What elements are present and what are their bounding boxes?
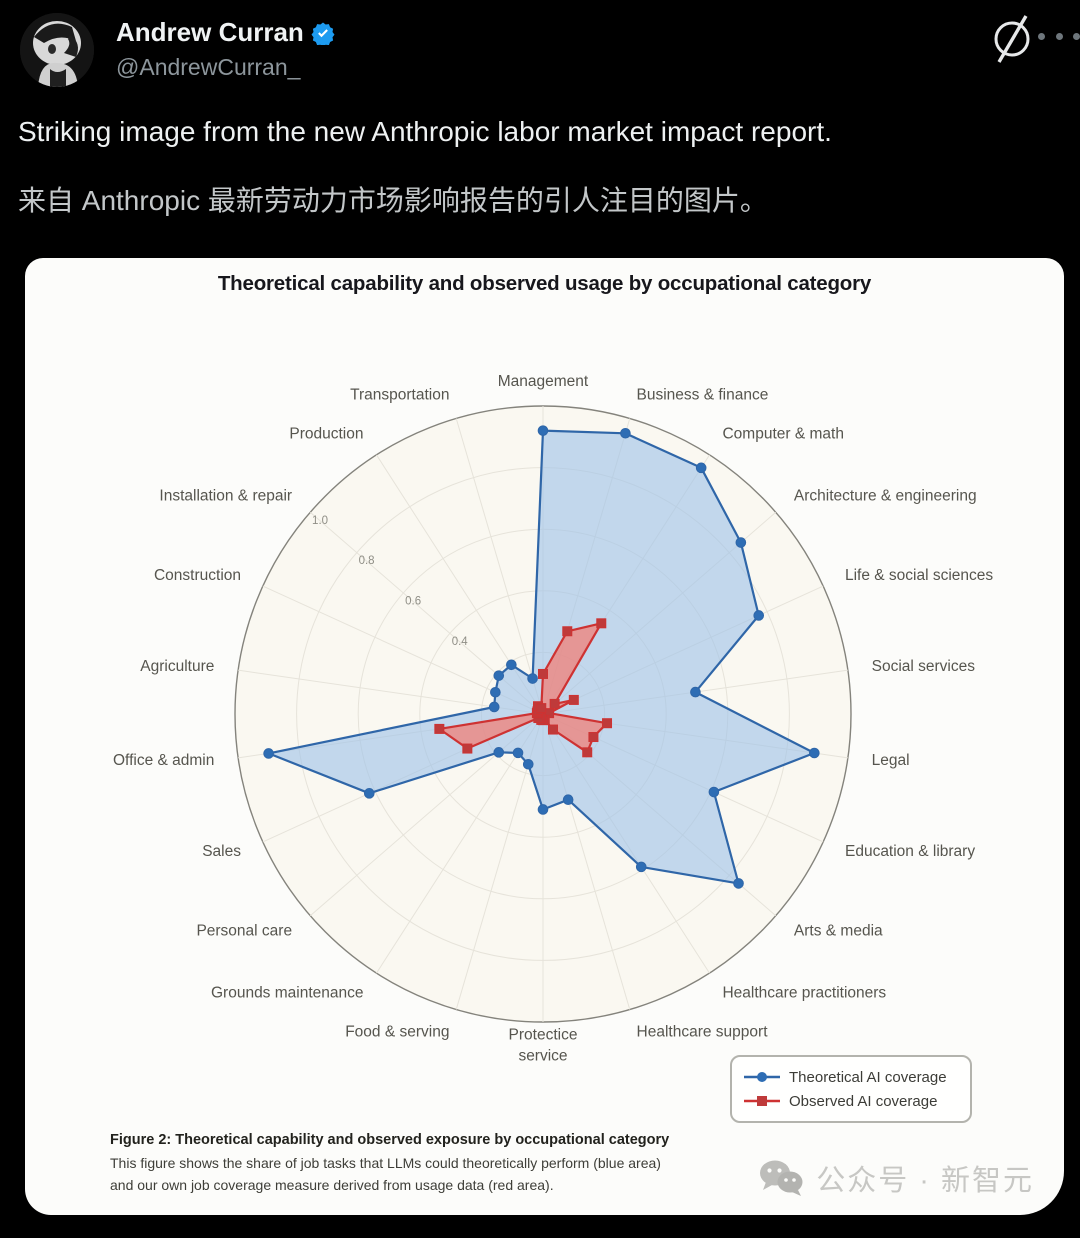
svg-text:Personal care: Personal care bbox=[196, 923, 292, 940]
more-icon[interactable] bbox=[1038, 26, 1080, 46]
chart-legend: Theoretical AI coverage Observed AI cove… bbox=[730, 1055, 972, 1123]
legend-label-observed: Observed AI coverage bbox=[789, 1092, 938, 1110]
chart-title: Theoretical capability and observed usag… bbox=[217, 272, 872, 295]
svg-text:Arts & media: Arts & media bbox=[794, 923, 883, 940]
svg-text:Architecture & engineering: Architecture & engineering bbox=[794, 488, 977, 505]
svg-text:1.0: 1.0 bbox=[312, 515, 328, 527]
legend-row-observed: Observed AI coverage bbox=[744, 1089, 960, 1113]
svg-text:0.4: 0.4 bbox=[452, 636, 469, 648]
svg-text:Food & serving: Food & serving bbox=[345, 1024, 449, 1041]
avatar[interactable] bbox=[20, 13, 94, 87]
svg-text:Construction: Construction bbox=[154, 567, 241, 584]
series-theoretical bbox=[263, 425, 820, 889]
svg-text:Installation & repair: Installation & repair bbox=[159, 488, 292, 505]
tweet-text-en: Striking image from the new Anthropic la… bbox=[18, 116, 832, 147]
svg-text:Agriculture: Agriculture bbox=[140, 658, 214, 675]
category-labels: Management Business & finance Computer & m… bbox=[113, 373, 993, 1065]
chart-card[interactable]: Theoretical capability and observed usag… bbox=[25, 258, 1064, 1215]
legend-marker-red-square bbox=[744, 1096, 780, 1106]
svg-text:Production: Production bbox=[289, 426, 363, 443]
author-name[interactable]: Andrew Curran bbox=[116, 17, 304, 47]
wechat-icon bbox=[760, 1160, 803, 1196]
tweet-text-zh: 来自 Anthropic 最新劳动力市场影响报告的引人注目的图片。 bbox=[18, 185, 768, 216]
svg-text:Legal: Legal bbox=[872, 752, 910, 769]
author-handle[interactable]: @AndrewCurran_ bbox=[116, 54, 301, 80]
svg-text:0.8: 0.8 bbox=[359, 555, 375, 567]
svg-text:Sales: Sales bbox=[202, 843, 241, 860]
svg-text:Social services: Social services bbox=[872, 658, 976, 675]
figure-caption: Figure 2: Theoretical capability and obs… bbox=[110, 1132, 685, 1196]
svg-text:Computer & math: Computer & math bbox=[722, 426, 843, 443]
verified-badge-icon bbox=[311, 22, 335, 45]
grok-icon[interactable] bbox=[986, 10, 1038, 66]
caption-body: This figure shows the share of job tasks… bbox=[110, 1155, 661, 1193]
author-row[interactable]: Andrew Curran bbox=[116, 17, 335, 48]
radial-tick-labels: 1.0 0.8 0.6 0.4 bbox=[312, 515, 468, 648]
svg-text:Office & admin: Office & admin bbox=[113, 752, 214, 769]
svg-text:Management: Management bbox=[498, 373, 589, 390]
svg-text:0.6: 0.6 bbox=[405, 596, 421, 608]
svg-text:Grounds maintenance: Grounds maintenance bbox=[211, 984, 364, 1001]
legend-row-theoretical: Theoretical AI coverage bbox=[744, 1065, 960, 1089]
caption-title: Figure 2: Theoretical capability and obs… bbox=[110, 1132, 670, 1148]
svg-text:Transportation: Transportation bbox=[350, 387, 449, 404]
svg-text:Education & library: Education & library bbox=[845, 843, 975, 860]
watermark-text: 公众号 · 新智元 bbox=[816, 1165, 1034, 1197]
avatar-sketch bbox=[20, 13, 94, 87]
radar-chart: 1.0 0.8 0.6 0.4 Management Business & finance… bbox=[113, 373, 993, 1065]
legend-marker-blue-circle bbox=[744, 1072, 780, 1082]
series-observed bbox=[434, 618, 613, 758]
svg-text:Healthcare support: Healthcare support bbox=[637, 1024, 769, 1041]
legend-label-theoretical: Theoretical AI coverage bbox=[789, 1068, 947, 1086]
svg-text:Life & social sciences: Life & social sciences bbox=[845, 567, 993, 584]
svg-text:Business & finance: Business & finance bbox=[637, 387, 769, 404]
watermark: 公众号 · 新智元 bbox=[758, 1157, 1034, 1199]
svg-text:Healthcare practitioners: Healthcare practitioners bbox=[722, 984, 886, 1001]
